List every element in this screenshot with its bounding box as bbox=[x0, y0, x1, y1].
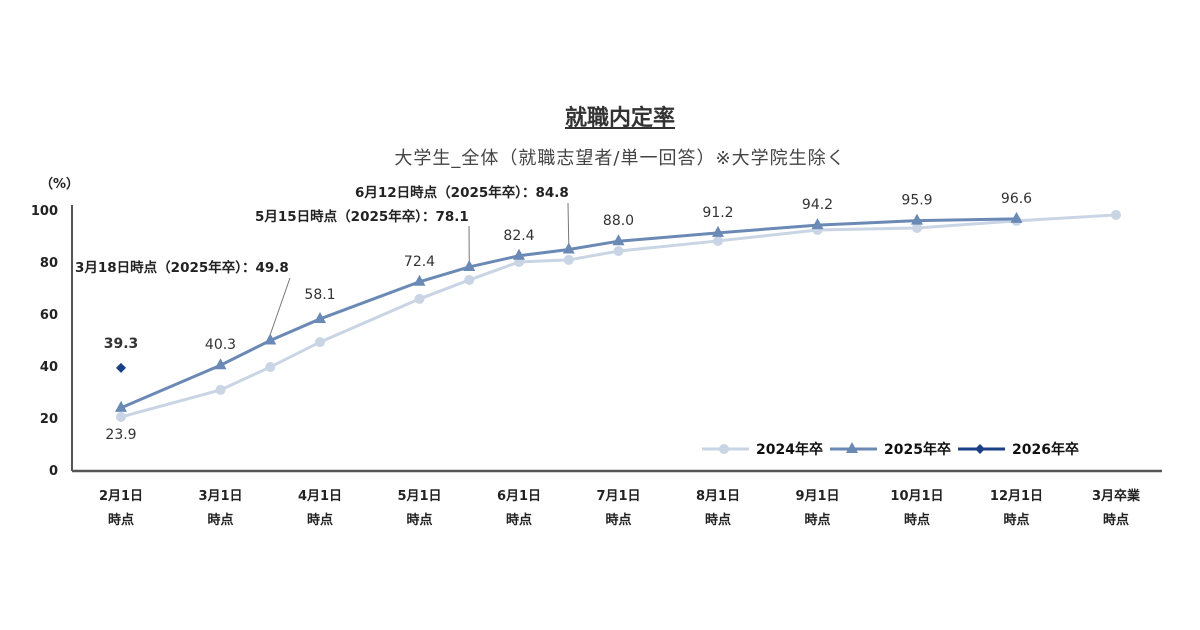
data-label: 58.1 bbox=[304, 287, 335, 303]
annotation-label: 5月15日時点（2025年卒）：78.1 bbox=[255, 208, 469, 225]
x-tick-label: 時点 bbox=[307, 512, 333, 528]
data-point-circle bbox=[613, 246, 624, 257]
annotation-label: 6月12日時点（2025年卒）：84.8 bbox=[355, 184, 569, 201]
data-point-triangle bbox=[214, 358, 227, 370]
x-tick-label: 3月卒業 bbox=[1092, 488, 1141, 504]
y-axis-unit-label: （%） bbox=[40, 176, 79, 192]
x-tick-label: 5月1日 bbox=[397, 489, 441, 504]
data-point-triangle bbox=[1010, 211, 1023, 223]
data-point-circle bbox=[464, 274, 475, 285]
x-tick-label: 時点 bbox=[605, 512, 631, 528]
data-point-circle bbox=[315, 337, 325, 348]
data-point-triangle bbox=[413, 274, 426, 286]
data-label: 91.2 bbox=[702, 205, 733, 221]
data-point-circle bbox=[563, 254, 574, 265]
data-point-triangle bbox=[463, 259, 476, 271]
y-tick-label: 100 bbox=[31, 204, 58, 219]
data-point-triangle bbox=[562, 242, 575, 254]
data-point-circle bbox=[1111, 209, 1121, 220]
x-tick-label: 10月1日 bbox=[890, 489, 943, 504]
x-tick-label: 9月1日 bbox=[795, 489, 839, 504]
data-label: 94.2 bbox=[802, 197, 833, 213]
series-line-2024年卒 bbox=[120, 213, 1117, 419]
data-label: 23.9 bbox=[105, 427, 136, 443]
data-label: 88.0 bbox=[603, 213, 634, 229]
x-tick-label: 12月1日 bbox=[990, 489, 1043, 504]
x-tick-label: 時点 bbox=[506, 512, 532, 528]
data-label: 72.4 bbox=[404, 254, 435, 270]
data-point-circle bbox=[265, 362, 276, 373]
data-label: 40.3 bbox=[205, 337, 236, 353]
y-tick-label: 20 bbox=[40, 412, 58, 427]
x-tick-label: 時点 bbox=[1003, 512, 1029, 528]
legend-label: 2024年卒 bbox=[756, 441, 823, 458]
data-label: 82.4 bbox=[503, 228, 534, 244]
data-point-diamond bbox=[116, 362, 126, 373]
data-point-circle bbox=[719, 444, 729, 454]
data-label: 96.6 bbox=[1001, 191, 1032, 207]
data-point-triangle bbox=[911, 213, 923, 225]
x-tick-label: 時点 bbox=[207, 512, 233, 528]
y-tick-label: 40 bbox=[40, 360, 58, 375]
data-point-circle bbox=[116, 411, 126, 422]
data-point-circle bbox=[414, 293, 425, 304]
data-point-triangle bbox=[513, 248, 525, 260]
x-tick-label: 時点 bbox=[406, 512, 432, 528]
data-point-circle bbox=[215, 384, 226, 395]
x-tick-label: 時点 bbox=[804, 512, 830, 528]
x-tick-label: 時点 bbox=[1103, 512, 1129, 528]
legend-label: 2025年卒 bbox=[884, 441, 951, 458]
data-point-triangle bbox=[314, 311, 326, 323]
data-point-triangle bbox=[115, 400, 127, 412]
data-label: 39.3 bbox=[104, 336, 139, 352]
x-tick-label: 時点 bbox=[904, 512, 930, 528]
x-tick-label: 7月1日 bbox=[596, 489, 640, 504]
chart-title: 就職内定率 bbox=[564, 106, 675, 131]
chart-subtitle: 大学生_全体（就職志望者/単一回答）※大学院生除く bbox=[394, 148, 846, 169]
data-label: 95.9 bbox=[901, 193, 932, 209]
data-point-circle bbox=[713, 235, 723, 246]
data-point-circle bbox=[912, 222, 922, 233]
x-tick-label: 8月1日 bbox=[696, 489, 740, 504]
x-tick-label: 時点 bbox=[108, 512, 134, 528]
annotation-leader-line bbox=[567, 202, 570, 244]
annotation-label: 3月18日時点（2025年卒）：49.8 bbox=[75, 259, 289, 276]
legend-label: 2026年卒 bbox=[1012, 441, 1079, 458]
data-point-triangle bbox=[712, 225, 724, 237]
y-tick-label: 60 bbox=[40, 308, 58, 323]
data-point-triangle bbox=[264, 333, 277, 345]
x-tick-label: 6月1日 bbox=[497, 489, 541, 504]
x-tick-label: 2月1日 bbox=[99, 489, 143, 504]
data-point-triangle bbox=[846, 442, 858, 453]
x-tick-label: 3月1日 bbox=[198, 489, 242, 504]
x-tick-label: 4月1日 bbox=[298, 489, 342, 504]
x-tick-label: 時点 bbox=[705, 512, 731, 528]
data-point-diamond bbox=[975, 444, 985, 454]
y-tick-label: 0 bbox=[49, 464, 58, 479]
data-point-triangle bbox=[612, 234, 625, 246]
annotation-leader-line bbox=[269, 277, 291, 335]
y-tick-label: 80 bbox=[40, 256, 58, 271]
data-point-triangle bbox=[811, 218, 824, 230]
